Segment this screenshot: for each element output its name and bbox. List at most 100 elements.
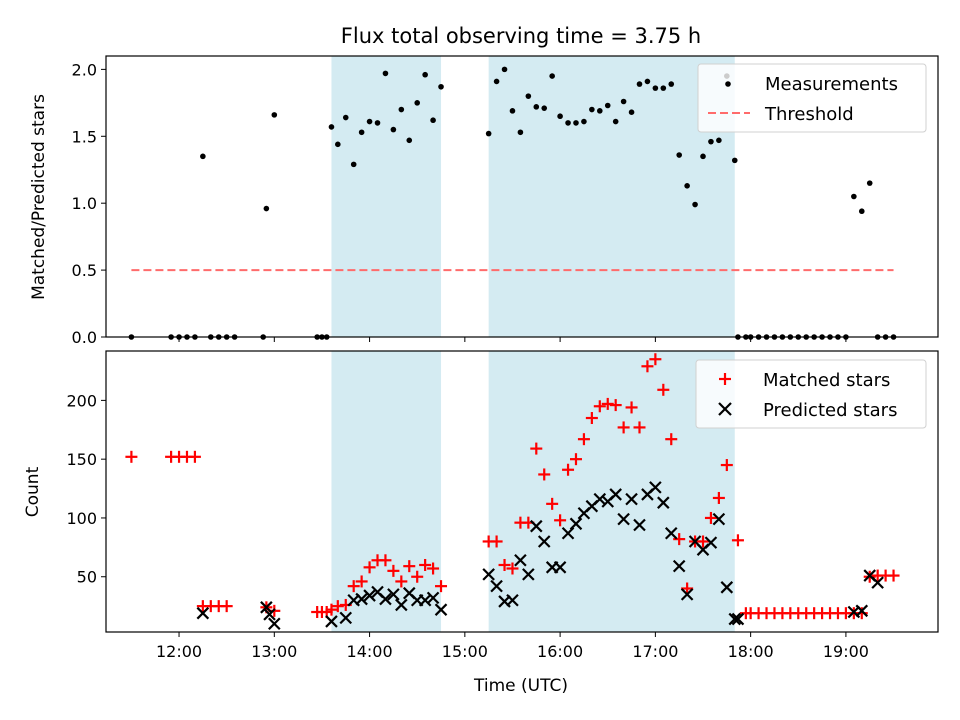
matched-star-point xyxy=(419,558,432,571)
shaded-interval xyxy=(488,56,735,337)
x-tick-label: 17:00 xyxy=(632,642,678,661)
chart-title: Flux total observing time = 3.75 h xyxy=(341,24,701,48)
predicted-star-point xyxy=(514,554,527,567)
matched-star-point xyxy=(554,514,567,527)
measurement-point xyxy=(342,114,349,121)
measurement-point xyxy=(700,153,706,160)
bottom-legend: Matched stars Predicted stars xyxy=(695,359,927,429)
matched-star-point xyxy=(625,401,638,414)
matched-star-point xyxy=(887,569,900,582)
predicted-star-point xyxy=(418,593,432,607)
predicted-star-point xyxy=(609,488,622,501)
matched-star-point xyxy=(379,554,392,567)
y-tick-label: 1.5 xyxy=(72,127,97,146)
predicted-star-point xyxy=(649,481,662,494)
matched-star-point xyxy=(720,459,733,472)
measurement-point xyxy=(533,104,540,110)
matched-star-point xyxy=(649,353,662,366)
matched-star-point xyxy=(403,560,416,573)
predicted-star-point xyxy=(260,601,273,614)
matched-star-point xyxy=(577,433,590,446)
predicted-star-point xyxy=(506,593,519,607)
legend-predicted-label: Predicted stars xyxy=(763,400,897,421)
predicted-star-point xyxy=(387,588,400,601)
measurement-point xyxy=(716,137,722,144)
predicted-star-point xyxy=(482,568,495,581)
matched-star-point xyxy=(387,564,400,577)
predicted-star-point xyxy=(426,591,440,605)
matched-star-point xyxy=(665,433,678,446)
matched-star-point xyxy=(427,562,440,575)
y-tick-label: 50 xyxy=(77,568,97,587)
matched-star-point xyxy=(538,468,551,481)
measurement-point xyxy=(406,137,413,144)
predicted-star-point xyxy=(395,598,408,612)
matched-star-point xyxy=(681,582,694,595)
measurement-point xyxy=(374,120,381,126)
matched-star-point xyxy=(657,383,670,396)
measurement-point xyxy=(557,113,563,120)
bottom-panel-axes: 50 100 150 200 12:00 13:00 14:00 15:00 16:00 17:0… xyxy=(66,391,869,661)
measurement-point xyxy=(390,126,397,133)
x-tick-label: 16:00 xyxy=(537,642,583,661)
matched-star-point xyxy=(411,570,424,583)
matched-star-point xyxy=(498,558,511,571)
matched-star-point xyxy=(673,533,686,546)
shaded-interval xyxy=(331,56,442,337)
matched-star-point xyxy=(331,600,344,613)
legend-threshold-label: Threshold xyxy=(764,104,854,125)
predicted-star-point xyxy=(633,518,646,532)
predicted-star-point xyxy=(672,559,686,573)
measurement-point xyxy=(501,66,508,73)
measurement-point xyxy=(509,108,516,114)
matched-star-point xyxy=(633,421,646,434)
predicted-star-point xyxy=(617,512,630,526)
matched-star-point xyxy=(355,575,368,588)
predicted-star-point xyxy=(434,603,448,616)
measurement-point xyxy=(731,157,738,164)
matched-star-point xyxy=(601,397,614,410)
predicted-star-point xyxy=(657,496,670,509)
predicted-star-point xyxy=(355,592,368,606)
measurement-point xyxy=(589,106,595,113)
matched-star-point xyxy=(855,607,868,620)
predicted-star-point xyxy=(339,611,353,625)
matched-star-point xyxy=(325,603,338,616)
x-tick-label: 15:00 xyxy=(442,642,488,661)
measurement-point xyxy=(335,141,341,148)
predicted-star-point xyxy=(728,612,742,626)
matched-star-point xyxy=(490,535,503,548)
measurement-point xyxy=(358,129,365,136)
y-tick-label: 150 xyxy=(66,450,97,469)
measurement-point xyxy=(652,85,659,91)
measurement-point xyxy=(263,205,270,212)
matched-star-point xyxy=(697,535,710,548)
matched-star-point xyxy=(617,421,630,434)
top-y-axis-label: Matched/Predicted stars xyxy=(29,94,49,300)
shaded-interval xyxy=(331,351,442,632)
measurement-point xyxy=(398,106,405,113)
x-tick-label: 13:00 xyxy=(251,642,297,661)
predicted-star-point xyxy=(720,581,734,594)
predicted-star-point xyxy=(553,561,567,574)
predicted-star-point xyxy=(325,615,338,628)
measurement-point xyxy=(708,138,714,145)
predicted-star-point xyxy=(664,526,678,540)
measurement-point xyxy=(366,118,373,125)
predicted-star-point xyxy=(490,579,503,593)
matched-star-point xyxy=(609,399,622,412)
predicted-star-point xyxy=(871,576,884,589)
measurement-point xyxy=(350,161,357,168)
measurement-point xyxy=(430,117,436,124)
predicted-star-point xyxy=(569,517,583,531)
matched-star-point xyxy=(585,412,598,425)
measurement-point xyxy=(517,129,524,136)
matched-star-point xyxy=(188,450,201,463)
y-tick-label: 200 xyxy=(66,391,97,410)
measurement-point xyxy=(573,120,579,126)
measurement-point xyxy=(858,208,865,215)
predicted-star-point xyxy=(704,536,718,549)
predicted-star-point xyxy=(625,492,638,506)
matched-star-point xyxy=(562,463,575,476)
measurement-point xyxy=(612,118,619,125)
